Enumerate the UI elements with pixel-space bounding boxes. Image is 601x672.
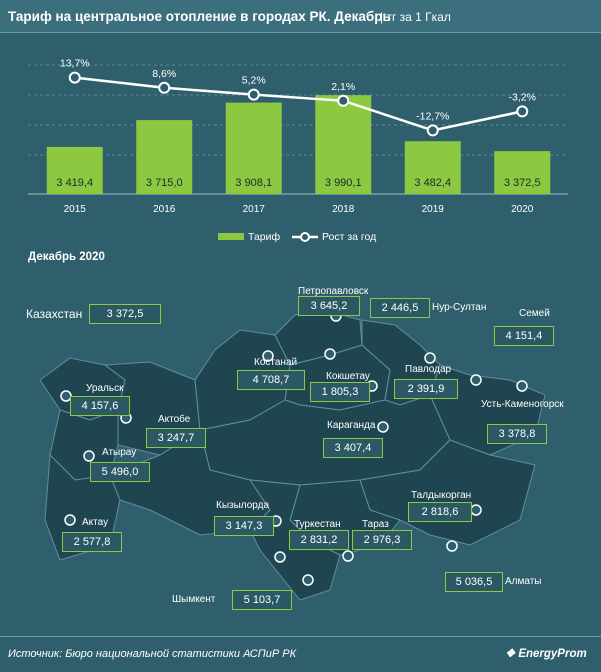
bar-value-label-2015: 3 419,4 — [56, 177, 93, 189]
city-16-value: 5 036,5 — [445, 572, 503, 592]
footer: Источник: Бюро национальной статистики А… — [0, 636, 601, 672]
bar-2016 — [136, 120, 193, 194]
city-14-name: Туркестан — [294, 519, 341, 530]
city-13-marker — [64, 514, 76, 526]
chart-title: Тариф на центральное отопление в городах… — [8, 9, 391, 24]
city-7-marker — [516, 380, 528, 392]
city-3-name: Костанай — [254, 357, 298, 368]
city-3-marker — [262, 350, 274, 362]
city-8-value: 3 247,7 — [146, 428, 206, 448]
city-17-marker — [302, 574, 314, 586]
bar-2018 — [315, 95, 372, 194]
city-4-marker — [324, 348, 336, 360]
energyprom-logo: ❖ EnergyProm — [505, 646, 587, 660]
x-tick-label-2015: 2015 — [64, 204, 87, 215]
tariff-chart: 3 419,4 2015 3 715,0 2016 3 908,1 2017 3 990,1… — [28, 58, 568, 243]
city-6-value: 4 157,6 — [70, 396, 130, 416]
growth-point-2016 — [158, 81, 171, 94]
city-11-name: Талдыкорган — [411, 490, 472, 501]
bar-value-label-2020: 3 372,5 — [504, 177, 541, 189]
bar-value-label-2016: 3 715,0 — [146, 177, 183, 189]
bar-value-label-2019: 3 482,4 — [414, 177, 451, 189]
city-10-name: Атырау — [102, 447, 137, 458]
bar-2015 — [46, 146, 103, 194]
bar-2017 — [225, 102, 282, 194]
city-16-marker — [446, 540, 458, 552]
bar-value-label-2018: 3 990,1 — [325, 177, 362, 189]
city-11-value: 2 818,6 — [408, 502, 472, 522]
city-9-marker — [377, 421, 389, 433]
growth-point-2020 — [516, 105, 529, 118]
legend-swatch-tariff — [218, 233, 244, 240]
x-tick-label-2020: 2020 — [511, 204, 534, 215]
city-13-name: Актау — [82, 517, 109, 528]
city-15-value: 2 976,3 — [352, 530, 412, 550]
city-7-value: 3 378,8 — [487, 424, 547, 444]
city-4-name: Кокшетау — [326, 371, 370, 382]
legend-label-growth: Рост за год — [322, 231, 376, 243]
growth-label-2017: 5,2% — [242, 75, 266, 87]
city-5-marker — [424, 352, 436, 364]
city-9-value: 3 407,4 — [323, 438, 383, 458]
city-11-marker — [470, 504, 482, 516]
growth-label-2016: 8,6% — [152, 68, 176, 80]
city-17-name: Шымкент — [172, 594, 216, 605]
city-4-value: 1 805,3 — [310, 382, 370, 402]
city-3-value: 4 708,7 — [237, 370, 305, 390]
city-10-value: 5 496,0 — [90, 462, 150, 482]
bar-2020 — [494, 151, 551, 194]
growth-label-2015: 13,7% — [60, 58, 90, 70]
city-5-value: 2 391,9 — [394, 379, 458, 399]
city-8-name: Актобе — [158, 414, 191, 425]
logo-icon: ❖ — [505, 648, 516, 660]
growth-line — [74, 76, 523, 132]
city-15-marker — [342, 550, 354, 562]
city-16-name: Алматы — [505, 576, 542, 587]
city-9-name: Караганда — [327, 420, 376, 431]
legend-marker-growth — [300, 232, 310, 242]
city-0-name: Петропавловск — [298, 286, 369, 297]
city-12-value: 3 147,3 — [214, 516, 274, 536]
x-tick-label-2017: 2017 — [243, 204, 266, 215]
kazakhstan-label: Казахстан — [26, 307, 83, 321]
growth-point-2017 — [247, 88, 260, 101]
city-6-name: Уральск — [86, 383, 124, 394]
city-10-marker — [83, 450, 95, 462]
growth-label-2019: -12,7% — [416, 110, 449, 122]
city-1-name: Нур-Султан — [432, 302, 487, 313]
city-2-value: 4 151,4 — [494, 326, 554, 346]
city-1-value: 2 446,5 — [370, 298, 430, 318]
city-0-value: 3 645,2 — [298, 296, 360, 316]
unit-label: | тг за 1 Гкал — [380, 10, 451, 24]
bar-2019 — [404, 141, 461, 194]
x-tick-label-2018: 2018 — [332, 204, 355, 215]
city-14-marker — [274, 551, 286, 563]
city-13-value: 2 577,8 — [62, 532, 122, 552]
city-14-value: 2 831,2 — [289, 530, 349, 550]
x-tick-label-2016: 2016 — [153, 204, 176, 215]
logo-text: EnergyProm — [518, 648, 587, 660]
x-tick-label-2019: 2019 — [422, 204, 445, 215]
growth-label-2018: 2,1% — [331, 81, 355, 93]
growth-point-2018 — [337, 94, 350, 107]
city-7-name: Усть-Каменогорск — [481, 399, 564, 410]
city-15-name: Тараз — [362, 519, 389, 530]
kazakhstan-value: 3 372,5 — [89, 304, 161, 324]
growth-point-2019 — [426, 124, 439, 137]
city-17-value: 5 103,7 — [232, 590, 292, 610]
city-5-name: Павлодар — [405, 364, 452, 375]
growth-point-2015 — [68, 71, 81, 84]
bar-value-label-2017: 3 908,1 — [235, 177, 272, 189]
city-2-name: Семей — [519, 308, 550, 319]
city-12-name: Кызылорда — [216, 500, 270, 511]
city-2-marker — [470, 374, 482, 386]
source-note: Источник: Бюро национальной статистики А… — [8, 648, 297, 660]
map-title: Декабрь 2020 — [28, 251, 105, 263]
header: Тариф на центральное отопление в городах… — [0, 0, 601, 33]
growth-label-2020: -3,2% — [509, 91, 536, 103]
legend-label-tariff: Тариф — [248, 231, 280, 243]
